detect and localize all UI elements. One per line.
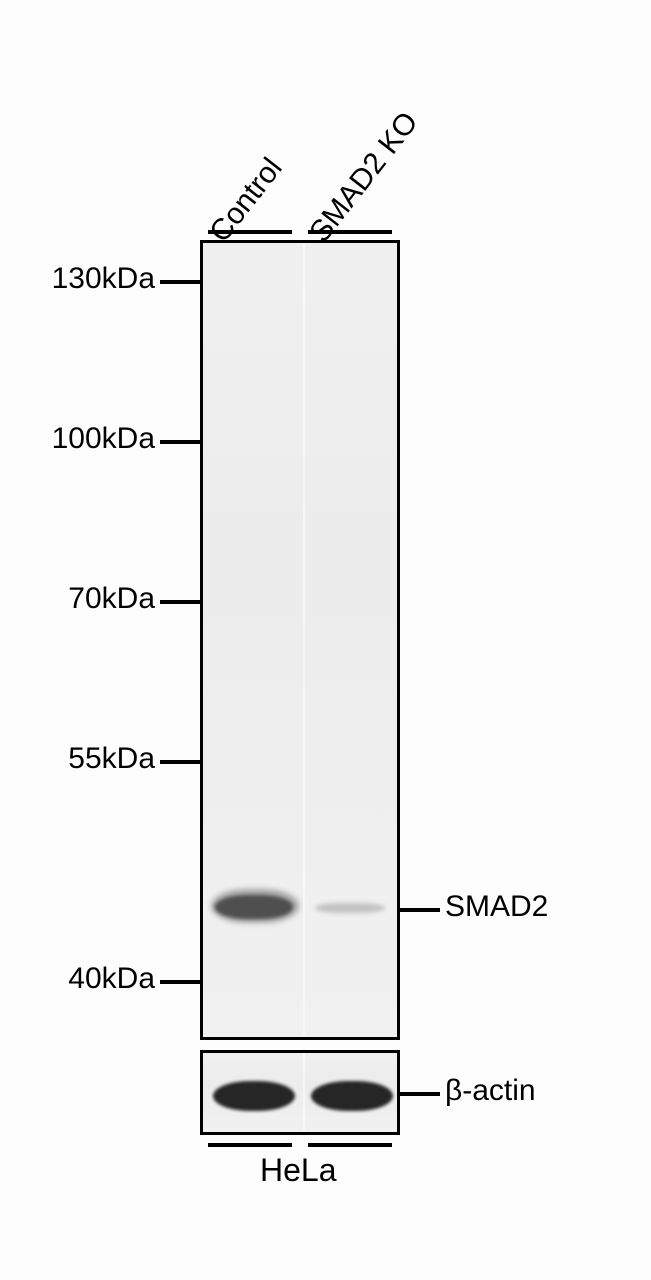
mw-marker-label: 130kDa xyxy=(15,262,155,296)
bottom-lane-tick xyxy=(308,1143,392,1147)
right-label-dash xyxy=(400,1092,440,1096)
mw-marker-dash xyxy=(160,440,200,444)
lane-header-label: Control xyxy=(203,152,289,249)
right-label: SMAD2 xyxy=(445,890,548,924)
mw-marker-dash xyxy=(160,760,200,764)
lane-divider xyxy=(303,1053,305,1132)
right-label-dash xyxy=(400,908,440,912)
cell-line-label: HeLa xyxy=(260,1152,337,1189)
lane-header-label: SMAD2 KO xyxy=(303,106,425,249)
main-blot-frame xyxy=(200,240,400,1040)
mw-marker-dash xyxy=(160,600,200,604)
blot-band xyxy=(311,1081,393,1111)
blot-band xyxy=(213,1081,295,1111)
western-blot-figure: ControlSMAD2 KO 130kDa 100kDa 70kDa 55kDa 40… xyxy=(0,0,651,1280)
mw-marker-label: 55kDa xyxy=(15,742,155,776)
mw-marker-label: 100kDa xyxy=(15,422,155,456)
mw-marker-label: 70kDa xyxy=(15,582,155,616)
mw-marker-dash xyxy=(160,980,200,984)
mw-marker-dash xyxy=(160,280,200,284)
bottom-lane-tick xyxy=(208,1143,292,1147)
blot-band xyxy=(211,889,299,923)
right-label: β-actin xyxy=(445,1074,536,1108)
mw-marker-label: 40kDa xyxy=(15,962,155,996)
lane-divider xyxy=(303,243,305,1037)
blot-band xyxy=(315,903,385,913)
actin-blot-frame xyxy=(200,1050,400,1135)
